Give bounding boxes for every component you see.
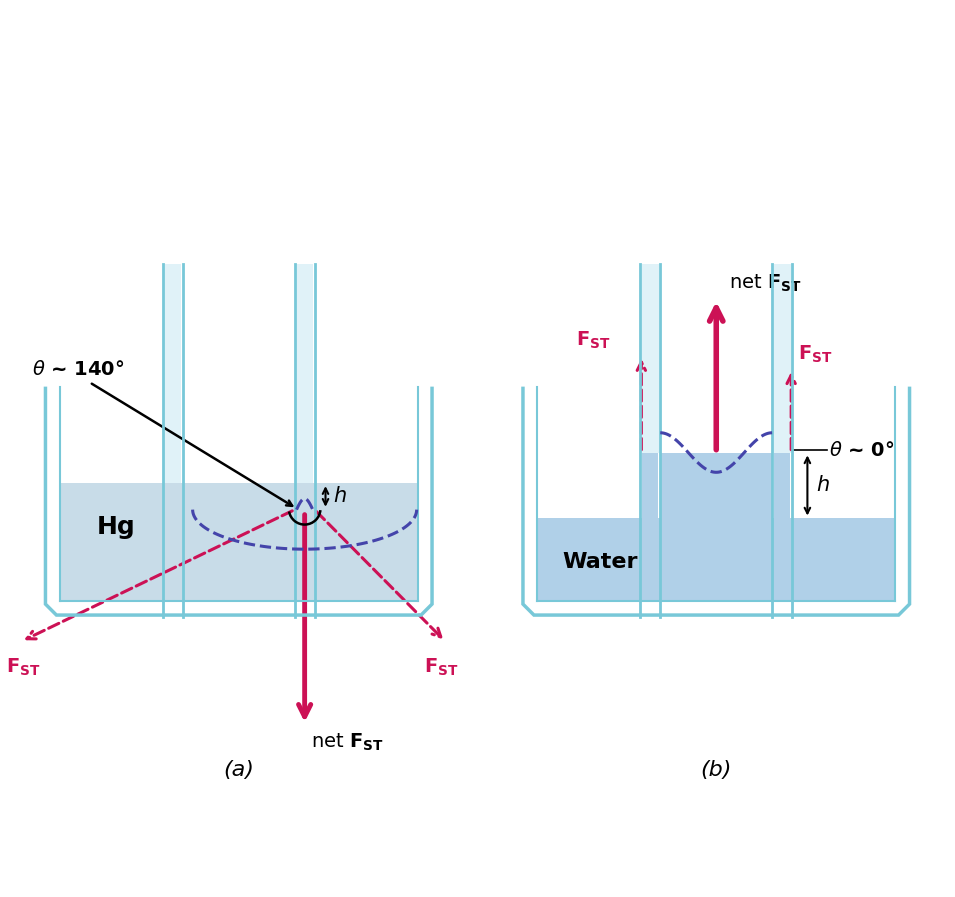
Text: $\mathbf{F}_{\mathbf{ST}}$: $\mathbf{F}_{\mathbf{ST}}$ [576,330,610,352]
Text: $h$: $h$ [817,475,830,495]
Bar [660,452,773,601]
Text: net $\mathbf{F}_{\mathbf{ST}}$: net $\mathbf{F}_{\mathbf{ST}}$ [311,731,384,753]
Bar [164,483,181,601]
Text: $h$: $h$ [333,486,348,507]
Text: $\mathbf{F}_{\mathbf{ST}}$: $\mathbf{F}_{\mathbf{ST}}$ [797,344,833,365]
Bar [774,264,791,452]
Text: $\mathbf{F}_{\mathbf{ST}}$: $\mathbf{F}_{\mathbf{ST}}$ [423,657,458,678]
Text: $\mathbf{F}_{\mathbf{ST}}$: $\mathbf{F}_{\mathbf{ST}}$ [6,657,41,678]
Text: Water: Water [562,553,638,572]
Text: (a): (a) [223,760,254,780]
Bar [164,264,181,483]
Bar [774,452,791,601]
Text: $\theta$ ~ 140°: $\theta$ ~ 140° [32,360,125,379]
Text: $\theta$ ~ 0°: $\theta$ ~ 0° [829,440,895,460]
Bar [296,264,313,483]
Text: net $\mathbf{F}_{\mathbf{ST}}$: net $\mathbf{F}_{\mathbf{ST}}$ [730,273,802,294]
Bar [296,509,313,601]
Bar [59,483,418,601]
Bar [537,518,896,601]
Bar [642,452,659,601]
Text: Hg: Hg [96,515,135,539]
Bar [642,264,659,452]
Text: (b): (b) [701,760,732,780]
